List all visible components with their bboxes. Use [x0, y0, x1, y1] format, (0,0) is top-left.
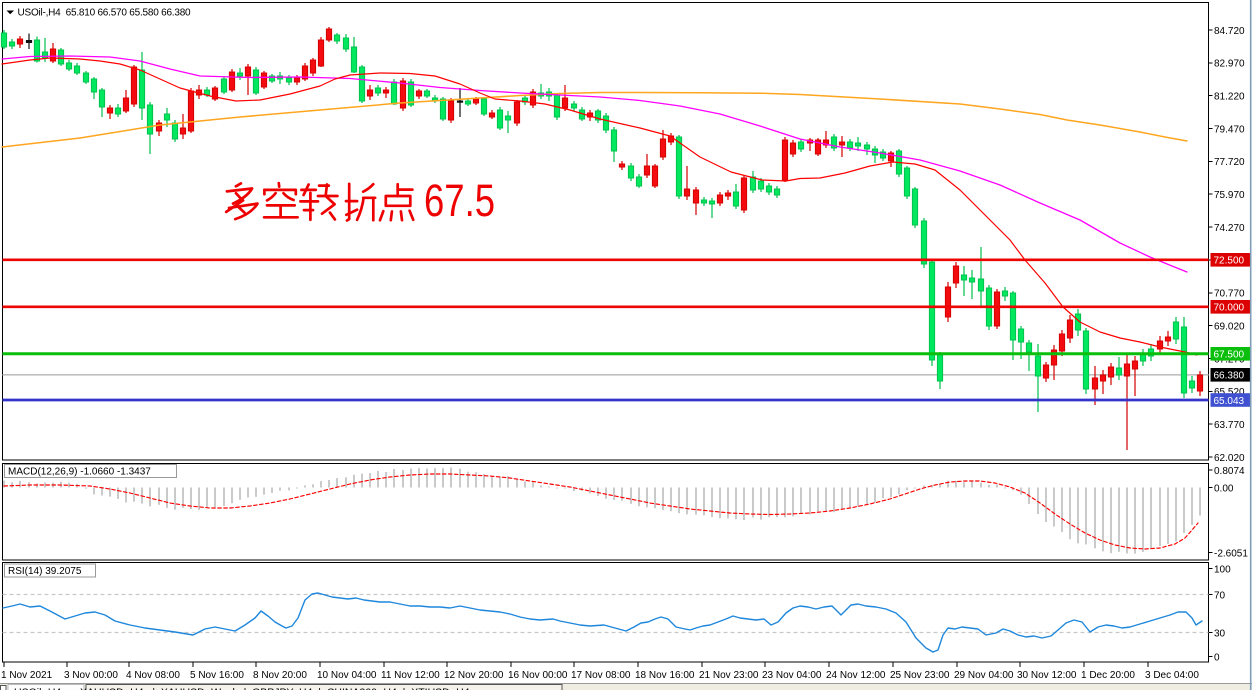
- svg-text:24 Nov 12:00: 24 Nov 12:00: [826, 670, 886, 681]
- svg-text:5 Nov 16:00: 5 Nov 16:00: [190, 670, 244, 681]
- svg-text:29 Nov 04:00: 29 Nov 04:00: [954, 670, 1014, 681]
- svg-text:72.500: 72.500: [1214, 256, 1245, 267]
- svg-text:75.970: 75.970: [1214, 190, 1245, 201]
- svg-text:63.770: 63.770: [1214, 420, 1245, 431]
- svg-text:16 Nov 00:00: 16 Nov 00:00: [508, 670, 568, 681]
- svg-text:30: 30: [1214, 628, 1226, 639]
- svg-text:18 Nov 16:00: 18 Nov 16:00: [635, 670, 695, 681]
- svg-text:30 Nov 12:00: 30 Nov 12:00: [1017, 670, 1077, 681]
- svg-text:1 Nov 2021: 1 Nov 2021: [1, 670, 53, 681]
- svg-text:0.00: 0.00: [1214, 483, 1234, 494]
- svg-text:65.520: 65.520: [1214, 387, 1245, 398]
- svg-text:70.000: 70.000: [1214, 303, 1245, 314]
- svg-text:USOil-,H4 65.810 66.570 65.58: USOil-,H4 65.810 66.570 65.580 66.380: [18, 8, 192, 19]
- svg-text:0: 0: [1214, 652, 1220, 663]
- svg-text:69.020: 69.020: [1214, 321, 1245, 332]
- svg-text:4 Nov 08:00: 4 Nov 08:00: [126, 670, 180, 681]
- svg-text:1 Dec 20:00: 1 Dec 20:00: [1081, 670, 1135, 681]
- svg-text:17 Nov 08:00: 17 Nov 08:00: [571, 670, 631, 681]
- svg-text:3 Dec 04:00: 3 Dec 04:00: [1145, 670, 1199, 681]
- svg-text:100: 100: [1214, 564, 1231, 575]
- svg-text:12 Nov 20:00: 12 Nov 20:00: [444, 670, 504, 681]
- svg-text:67.500: 67.500: [1214, 350, 1245, 361]
- svg-text:MACD(12,26,9) -1.0660 -1.3437: MACD(12,26,9) -1.0660 -1.3437: [8, 467, 151, 478]
- svg-text:RSI(14) 39.2075: RSI(14) 39.2075: [8, 566, 82, 577]
- svg-text:0.8074: 0.8074: [1214, 466, 1245, 477]
- svg-text:3 Nov 00:00: 3 Nov 00:00: [64, 670, 118, 681]
- svg-text:65.043: 65.043: [1214, 396, 1245, 407]
- svg-text:70: 70: [1214, 590, 1226, 601]
- svg-text:81.220: 81.220: [1214, 92, 1245, 103]
- svg-text:66.380: 66.380: [1214, 371, 1245, 382]
- svg-text:8 Nov 20:00: 8 Nov 20:00: [253, 670, 307, 681]
- svg-text:67.5: 67.5: [424, 175, 495, 226]
- svg-text:25 Nov 23:00: 25 Nov 23:00: [890, 670, 950, 681]
- svg-text:21 Nov 23:00: 21 Nov 23:00: [699, 670, 759, 681]
- svg-text:-2.6051: -2.6051: [1214, 548, 1248, 559]
- svg-text:XAUUSD-,H4 | XAUUSD-,Week: XAUUSD-,H4 | XAUUSD-,Week | GBPJPY-,H4 |…: [80, 687, 470, 690]
- svg-text:23 Nov 04:00: 23 Nov 04:00: [762, 670, 822, 681]
- svg-text:11 Nov 12:00: 11 Nov 12:00: [381, 670, 440, 681]
- svg-text:74.270: 74.270: [1214, 223, 1245, 234]
- svg-text:70.770: 70.770: [1214, 289, 1245, 300]
- svg-text:10 Nov 04:00: 10 Nov 04:00: [317, 670, 377, 681]
- svg-text:USOil-,H4: USOil-,H4: [14, 687, 61, 690]
- svg-text:84.720: 84.720: [1214, 26, 1245, 37]
- svg-text:77.720: 77.720: [1214, 157, 1245, 168]
- svg-text:79.470: 79.470: [1214, 124, 1245, 135]
- svg-text:62.020: 62.020: [1214, 453, 1245, 464]
- svg-text:82.970: 82.970: [1214, 59, 1245, 70]
